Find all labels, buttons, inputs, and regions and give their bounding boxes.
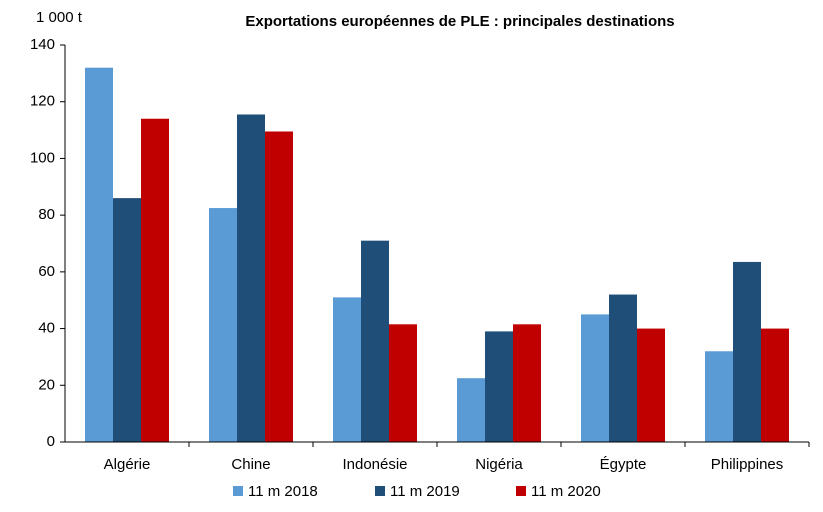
bar — [209, 208, 237, 442]
y-axis-label: 1 000 t — [36, 9, 83, 26]
bar — [637, 328, 665, 442]
y-tick-label: 60 — [38, 263, 55, 280]
bar — [389, 324, 417, 442]
bar — [513, 324, 541, 442]
y-tick-label: 120 — [30, 93, 55, 110]
legend-label: 11 m 2019 — [390, 483, 460, 500]
bar — [361, 240, 389, 442]
bar — [705, 351, 733, 442]
x-tick-label: Égypte — [600, 456, 647, 473]
legend-swatch — [233, 486, 243, 496]
y-tick-label: 40 — [38, 320, 55, 337]
x-tick-label: Algérie — [104, 456, 151, 473]
x-tick-label: Chine — [231, 456, 270, 473]
bar — [609, 294, 637, 442]
legend-swatch — [375, 486, 385, 496]
bar — [457, 378, 485, 442]
y-tick-label: 0 — [47, 433, 55, 450]
bar — [333, 297, 361, 442]
bar — [85, 67, 113, 442]
legend-label: 11 m 2020 — [531, 483, 601, 500]
x-tick-label: Indonésie — [342, 456, 407, 473]
y-tick-label: 20 — [38, 376, 55, 393]
bar — [113, 198, 141, 442]
bar — [581, 314, 609, 442]
y-tick-label: 100 — [30, 149, 55, 166]
x-tick-label: Philippines — [711, 456, 784, 473]
bar — [141, 118, 169, 442]
y-tick-label: 80 — [38, 206, 55, 223]
bar — [485, 331, 513, 442]
x-tick-label: Nigéria — [475, 456, 523, 473]
y-tick-label: 140 — [30, 36, 55, 53]
legend-swatch — [516, 486, 526, 496]
legend-label: 11 m 2018 — [248, 483, 318, 500]
chart-title: Exportations européennes de PLE : princi… — [245, 13, 674, 30]
bar — [761, 328, 789, 442]
bar — [265, 131, 293, 442]
bar — [237, 114, 265, 442]
bar — [733, 261, 761, 442]
